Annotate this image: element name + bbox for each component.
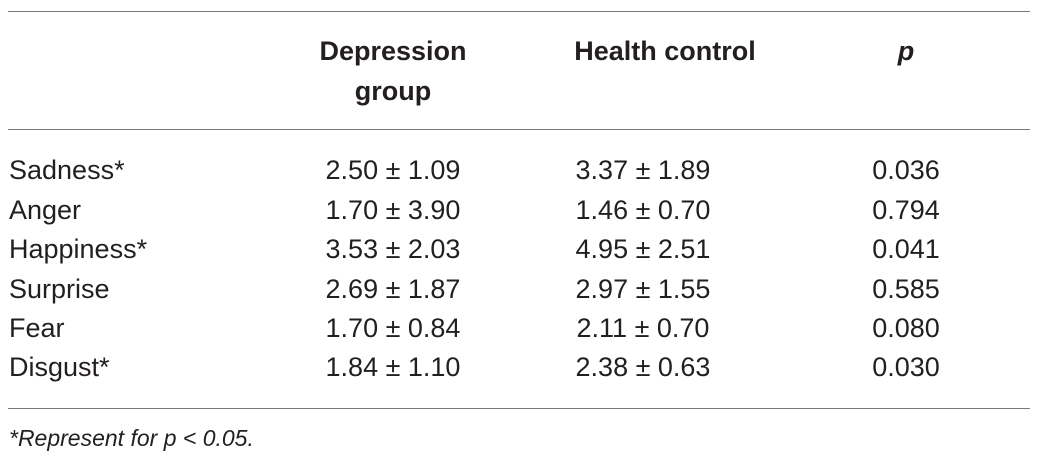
health-control-value: 2.11 ± 0.70 (576, 313, 710, 343)
p-value: 0.041 (872, 234, 940, 264)
depression-group-value: 1.70 ± 0.84 (325, 313, 461, 343)
table-row: Sadness* 2.50 ± 1.09 3.37 ± 1.89 0.036 (0, 151, 1042, 190)
header-depression-line: group (354, 76, 432, 106)
header-p-value: p (897, 36, 915, 66)
p-value: 0.794 (872, 195, 940, 225)
table-footnote: *Represent for p < 0.05. (9, 425, 254, 451)
header-depression-group: Depression group (248, 31, 538, 111)
row-label: Disgust* (9, 352, 110, 382)
header-health-control: Health control (574, 36, 756, 66)
row-label: Happiness* (9, 234, 148, 264)
table-row: Fear 1.70 ± 0.84 2.11 ± 0.70 0.080 (0, 309, 1042, 348)
p-value: 0.030 (872, 352, 940, 382)
health-control-value: 2.38 ± 0.63 (575, 352, 711, 382)
row-label: Fear (9, 313, 65, 343)
table-top-rule (8, 11, 1030, 12)
health-control-value: 2.97 ± 1.55 (575, 274, 711, 304)
depression-group-value: 2.50 ± 1.09 (325, 155, 461, 185)
row-label: Sadness* (9, 155, 125, 185)
health-control-value: 1.46 ± 0.70 (575, 195, 711, 225)
header-depression-line: Depression (319, 36, 467, 66)
table-row: Anger 1.70 ± 3.90 1.46 ± 0.70 0.794 (0, 191, 1042, 230)
table-header-rule (8, 129, 1030, 130)
row-label: Anger (9, 195, 82, 225)
health-control-value: 4.95 ± 2.51 (575, 234, 711, 264)
row-label: Surprise (9, 274, 110, 304)
table-row: Disgust* 1.84 ± 1.10 2.38 ± 0.63 0.030 (0, 348, 1042, 387)
depression-group-value: 3.53 ± 2.03 (325, 234, 461, 264)
depression-group-value: 2.69 ± 1.87 (325, 274, 461, 304)
p-value: 0.036 (872, 155, 940, 185)
table-row: Happiness* 3.53 ± 2.03 4.95 ± 2.51 0.041 (0, 230, 1042, 269)
p-value: 0.585 (872, 274, 940, 304)
table-row: Surprise 2.69 ± 1.87 2.97 ± 1.55 0.585 (0, 270, 1042, 309)
table-bottom-rule (8, 408, 1030, 409)
depression-group-value: 1.70 ± 3.90 (325, 195, 461, 225)
health-control-value: 3.37 ± 1.89 (575, 155, 711, 185)
p-value: 0.080 (872, 313, 940, 343)
depression-group-value: 1.84 ± 1.10 (325, 352, 461, 382)
